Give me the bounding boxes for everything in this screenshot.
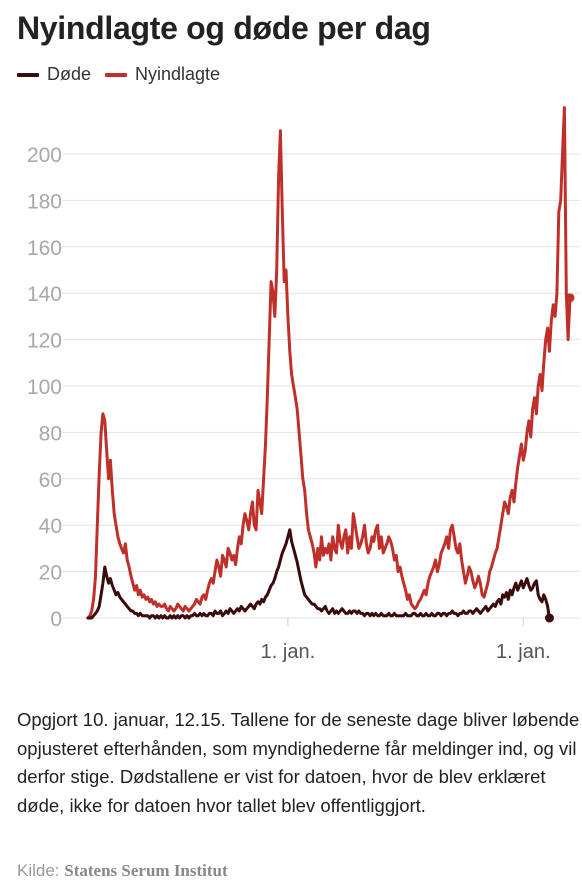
- chart-title: Nyindlagte og døde per dag: [17, 10, 431, 46]
- source-name: Statens Serum Institut: [64, 861, 228, 880]
- y-tick-label: 0: [50, 608, 62, 631]
- y-tick-label: 100: [27, 376, 62, 399]
- y-tick-label: 180: [27, 190, 62, 213]
- y-tick-label: 120: [27, 330, 62, 353]
- series-line-nyindlagte: [86, 106, 572, 620]
- y-axis-ticks: 0 20 40 60 80 100 120 140 160 180 200: [27, 144, 62, 631]
- grid-lines: [62, 153, 580, 619]
- y-tick-label: 200: [27, 144, 62, 167]
- x-tick-label: 1. jan.: [261, 641, 315, 663]
- y-tick-label: 40: [39, 515, 62, 538]
- legend-label-nyindlagte: Nyindlagte: [135, 64, 221, 84]
- footnote: Opgjort 10. januar, 12.15. Tallene for d…: [17, 709, 580, 816]
- series-line-dode: [86, 528, 551, 620]
- legend-item-nyindlagte: Nyindlagte: [105, 64, 220, 85]
- y-tick-label: 160: [27, 237, 62, 260]
- source-label: Kilde:: [17, 861, 60, 880]
- legend-swatch-nyindlagte: [105, 72, 128, 77]
- y-tick-label: 20: [39, 562, 62, 585]
- series-lines: [86, 106, 575, 623]
- legend: Døde Nyindlagte: [17, 64, 234, 85]
- y-tick-label: 60: [39, 469, 62, 492]
- series-endpoint-nyindlagte: [565, 293, 575, 303]
- x-axis-ticks: 1. jan. 1. jan.: [261, 618, 551, 663]
- legend-swatch-dode: [17, 72, 39, 77]
- source-line: Kilde: Statens Serum Institut: [17, 861, 228, 881]
- legend-label-dode: Døde: [47, 64, 92, 84]
- x-tick-label: 1. jan.: [496, 641, 550, 663]
- y-tick-label: 80: [39, 422, 62, 445]
- legend-item-dode: Døde: [17, 64, 91, 85]
- y-tick-label: 140: [27, 283, 62, 306]
- series-endpoint-dode: [544, 613, 554, 623]
